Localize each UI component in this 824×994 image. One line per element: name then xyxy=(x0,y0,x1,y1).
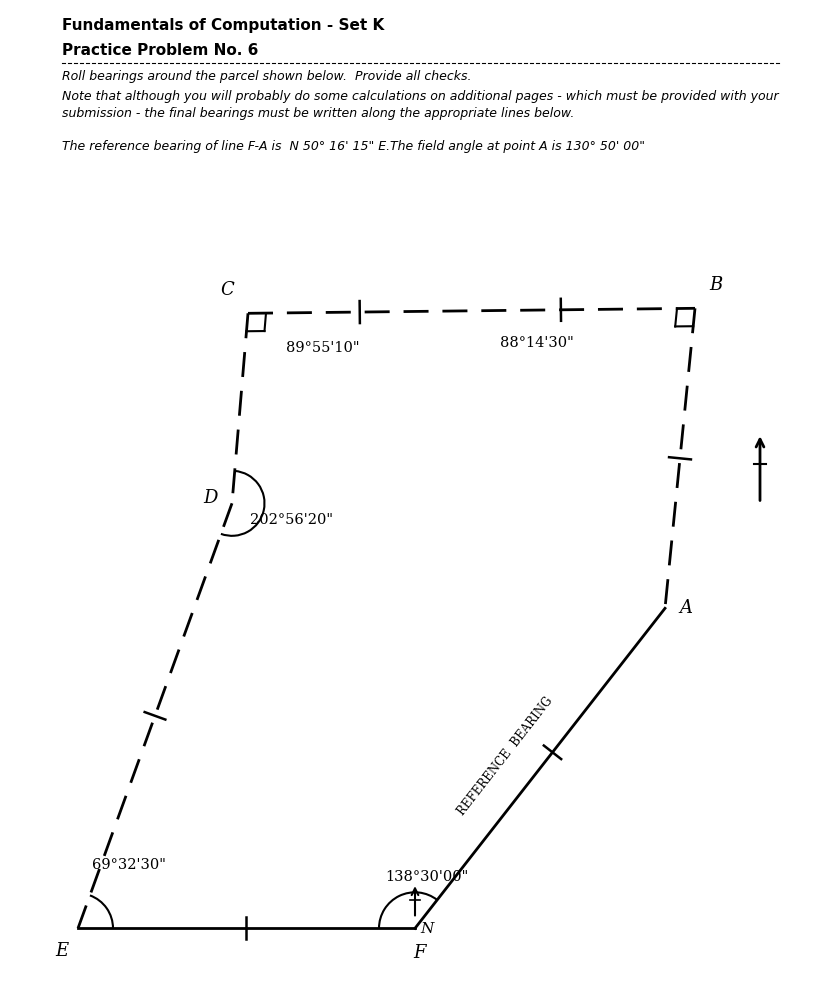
Text: 69°32'30": 69°32'30" xyxy=(92,858,166,873)
Text: Fundamentals of Computation - Set K: Fundamentals of Computation - Set K xyxy=(62,18,384,33)
Text: N: N xyxy=(420,922,433,936)
Text: 138°30'00": 138°30'00" xyxy=(385,871,468,885)
Text: Practice Problem No. 6: Practice Problem No. 6 xyxy=(62,43,259,58)
Text: E: E xyxy=(55,942,68,960)
Text: F: F xyxy=(414,944,426,962)
Text: 202°56'20": 202°56'20" xyxy=(250,513,333,527)
Text: REFERENCE  BEARING: REFERENCE BEARING xyxy=(455,695,555,818)
Text: Note that although you will probably do some calculations on additional pages - : Note that although you will probably do … xyxy=(62,90,779,120)
Text: D: D xyxy=(204,489,218,507)
Text: The field angle at point A is 130° 50' 00": The field angle at point A is 130° 50' 0… xyxy=(390,140,645,153)
Text: A: A xyxy=(679,599,692,617)
Text: C: C xyxy=(220,281,234,299)
Text: 88°14'30": 88°14'30" xyxy=(500,336,574,350)
Text: 89°55'10": 89°55'10" xyxy=(286,341,359,355)
Text: Roll bearings around the parcel shown below.  Provide all checks.: Roll bearings around the parcel shown be… xyxy=(62,71,471,83)
Text: The reference bearing of line F-A is  N 50° 16' 15" E.: The reference bearing of line F-A is N 5… xyxy=(62,140,390,153)
Text: B: B xyxy=(709,276,723,294)
